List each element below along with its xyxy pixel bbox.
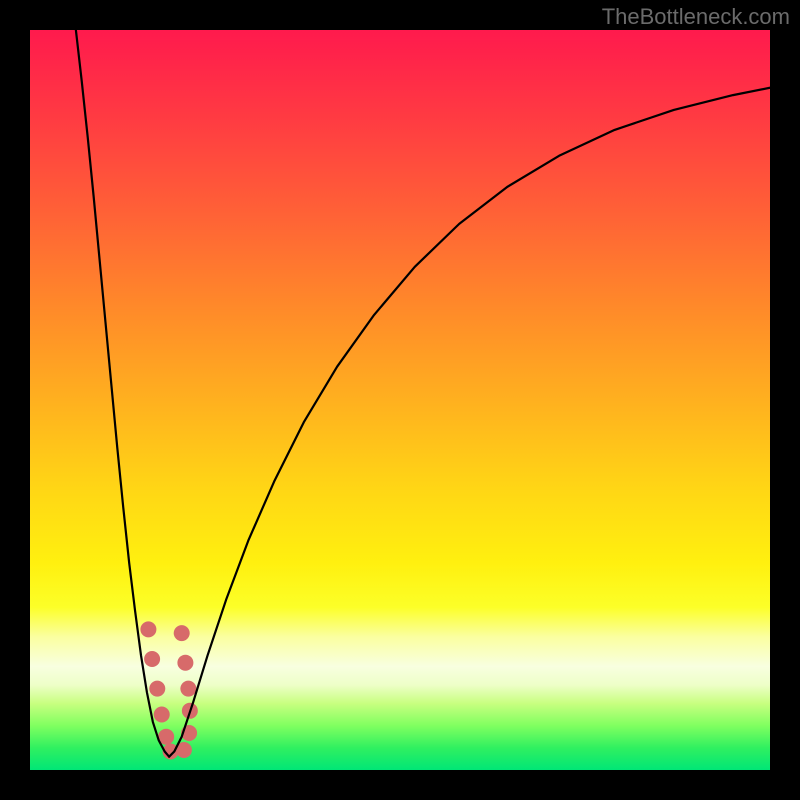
bottleneck-curve-chart <box>30 30 770 770</box>
marker-dot <box>144 651 160 667</box>
marker-dot <box>149 681 165 697</box>
plot-area <box>30 30 770 770</box>
marker-dot <box>177 655 193 671</box>
marker-dot <box>154 707 170 723</box>
watermark-text: TheBottleneck.com <box>602 4 790 30</box>
marker-dot <box>180 681 196 697</box>
marker-dot <box>174 625 190 641</box>
marker-dot <box>140 621 156 637</box>
chart-container: TheBottleneck.com <box>0 0 800 800</box>
